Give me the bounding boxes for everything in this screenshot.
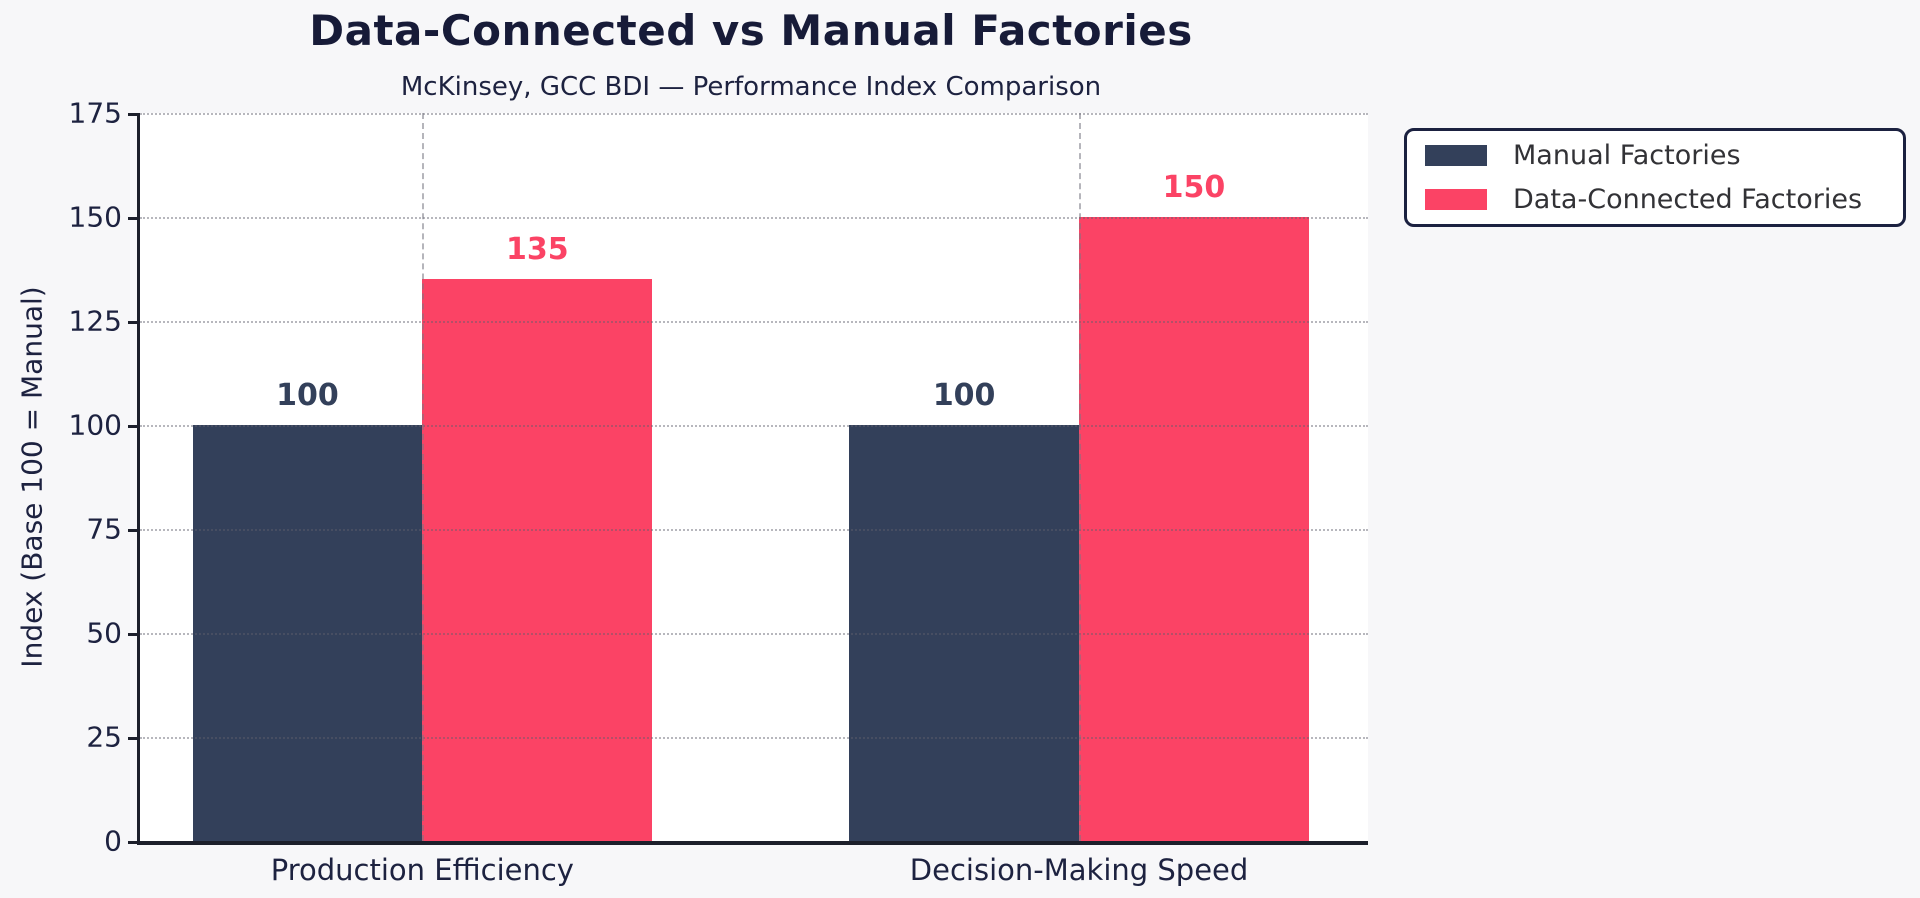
y-tick-label: 75 bbox=[86, 512, 122, 546]
x-tick-label: Production Efficiency bbox=[270, 853, 574, 887]
y-tick-label: 0 bbox=[104, 824, 122, 858]
y-tick-label: 25 bbox=[86, 720, 122, 754]
y-tick-label: 175 bbox=[68, 96, 122, 130]
plot-area: 0 25 50 75 100 125 150 175 Production Efficiency… bbox=[69, 97, 1368, 887]
bar-value-label: 150 bbox=[1162, 170, 1226, 205]
legend-swatch bbox=[1425, 145, 1487, 166]
bar-value-label: 100 bbox=[932, 378, 996, 413]
v-gridline bbox=[422, 113, 425, 841]
legend-row: Data-Connected Factories bbox=[1425, 184, 1885, 215]
y-tick-label: 150 bbox=[68, 200, 122, 234]
y-tick-label: 100 bbox=[68, 408, 122, 442]
y-tick-label: 50 bbox=[86, 616, 122, 650]
legend-label: Manual Factories bbox=[1513, 140, 1741, 171]
y-tick-label: 125 bbox=[68, 304, 122, 338]
v-gridline bbox=[1079, 113, 1082, 841]
h-gridline bbox=[140, 529, 1368, 531]
y-tick-mark bbox=[128, 737, 138, 740]
bar-data-connected-factories: 150 bbox=[1079, 170, 1309, 841]
bar-value-label: 100 bbox=[276, 378, 339, 413]
h-gridline bbox=[140, 217, 1368, 219]
legend-swatch bbox=[1425, 189, 1487, 210]
h-gridline bbox=[140, 737, 1368, 739]
y-tick-mark bbox=[128, 841, 138, 844]
y-tick-mark bbox=[128, 113, 138, 116]
h-gridline bbox=[140, 633, 1368, 635]
h-gridline bbox=[140, 321, 1368, 323]
h-gridline bbox=[140, 425, 1368, 427]
legend: Manual Factories Data-Connected Factories bbox=[1404, 128, 1906, 227]
chart-title: Data-Connected vs Manual Factories bbox=[309, 6, 1193, 55]
legend-label: Data-Connected Factories bbox=[1513, 184, 1863, 215]
bar-data-connected-factories: 135 bbox=[422, 232, 653, 841]
bar-manual-factories: 100 bbox=[192, 378, 423, 841]
bar-value-label: 135 bbox=[505, 232, 569, 268]
y-tick-mark bbox=[128, 425, 138, 428]
y-tick-mark bbox=[128, 529, 138, 532]
y-tick-mark bbox=[128, 633, 138, 636]
legend-row: Manual Factories bbox=[1425, 140, 1885, 171]
y-tick-mark bbox=[128, 321, 138, 324]
y-tick-mark bbox=[128, 217, 138, 220]
h-gridline bbox=[140, 113, 1368, 115]
chart-subtitle: McKinsey, GCC BDI — Performance Index Co… bbox=[400, 72, 1102, 102]
y-axis-label: Index (Base 100 = Manual) bbox=[15, 286, 49, 668]
bar-manual-factories: 100 bbox=[849, 378, 1080, 841]
x-tick-label: Decision-Making Speed bbox=[909, 853, 1249, 887]
